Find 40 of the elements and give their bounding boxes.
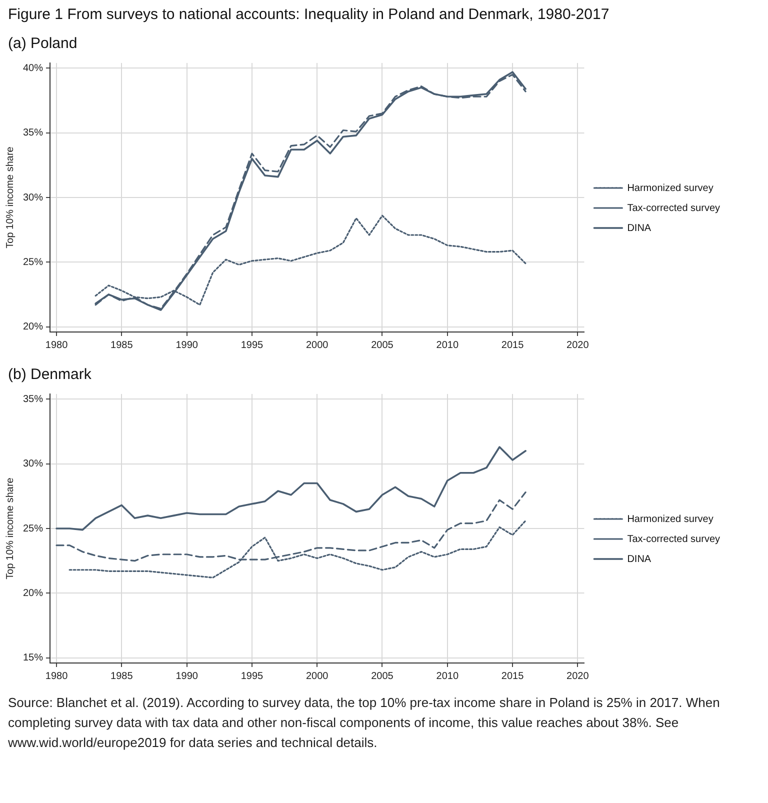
x-tick-label: 2000 [306,340,329,351]
x-tick-label: 1980 [45,670,68,682]
x-tick-label: 2015 [501,670,524,682]
y-tick-label: 30% [23,458,44,470]
legend-label: DINA [627,554,652,565]
y-axis-title: Top 10% income share [4,477,16,580]
x-tick-label: 1995 [240,670,264,682]
legend-label: Harmonized survey [627,182,714,194]
legend-label: DINA [627,222,652,234]
legend-label: Tax-corrected survey [627,534,720,545]
y-tick-label: 35% [23,128,44,139]
chart-title: Figure 1 From surveys to national accounts: Inequality in Poland and Denmark, 1980-2017 [7,5,610,23]
x-tick-label: 2005 [371,340,394,351]
x-tick-label: 1990 [176,340,198,351]
chart-subtitle: (a) Poland [7,34,78,54]
x-tick-label: 2010 [436,340,459,351]
y-axis-title: Top 10% income share [4,146,16,248]
y-tick-label: 35% [23,394,44,405]
legend-label: Harmonized survey [627,514,714,525]
x-tick-label: 2020 [566,340,590,351]
x-tick-label: 1985 [110,670,134,682]
x-tick-label: 1995 [240,340,264,351]
y-tick-label: 25% [23,256,44,268]
y-tick-label: 25% [23,523,44,534]
x-tick-label: 1990 [176,670,198,682]
y-tick-label: 20% [23,322,44,333]
x-tick-label: 1980 [45,340,68,351]
y-tick-label: 30% [23,192,44,204]
x-tick-label: 2000 [306,670,329,682]
y-tick-label: 20% [23,588,44,599]
y-tick-label: 40% [23,62,44,74]
x-tick-label: 2020 [566,670,590,682]
x-tick-label: 2005 [371,670,394,682]
chart-subtitle: (b) Denmark [7,365,92,385]
x-tick-label: 2010 [436,670,459,682]
x-tick-label: 1985 [110,340,134,351]
legend-label: Tax-corrected survey [627,202,720,214]
y-tick-label: 15% [23,652,44,664]
source-note: Source: Blanchet et al. (2019). According to survey data, the top 10% pre-tax income share in Poland is 25% in 2017. When completing survey data with tax data and other non-fiscal components of income, this value reaches about 38%. See www.wid.world/europe2019 for data series and technical details. [7,694,721,752]
x-tick-label: 2015 [501,340,524,351]
